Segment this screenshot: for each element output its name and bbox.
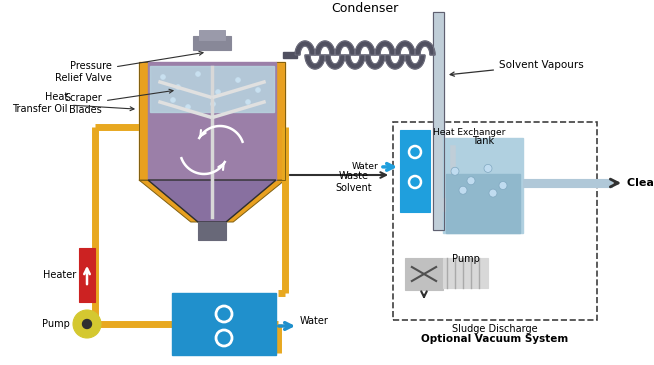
Polygon shape	[139, 180, 198, 222]
Polygon shape	[335, 41, 355, 55]
Polygon shape	[226, 180, 285, 222]
Bar	[148, 62, 276, 180]
Circle shape	[73, 310, 101, 338]
Circle shape	[82, 319, 92, 328]
Polygon shape	[315, 41, 335, 55]
Bar	[193, 36, 231, 50]
Polygon shape	[405, 55, 425, 69]
Polygon shape	[395, 41, 415, 55]
Text: Solvent Vapours: Solvent Vapours	[450, 60, 584, 76]
Bar	[433, 12, 444, 230]
Circle shape	[451, 167, 459, 175]
Bar	[276, 62, 285, 180]
Polygon shape	[365, 55, 385, 69]
Circle shape	[216, 89, 220, 95]
Circle shape	[196, 72, 201, 77]
Bar	[393, 122, 597, 320]
Bar	[139, 62, 148, 180]
Bar	[400, 130, 430, 212]
Bar	[443, 258, 488, 288]
Polygon shape	[295, 41, 315, 55]
Text: Heater: Heater	[43, 270, 76, 280]
Circle shape	[499, 181, 507, 189]
Circle shape	[235, 77, 241, 82]
Text: Condenser: Condenser	[332, 1, 399, 15]
Circle shape	[171, 97, 175, 103]
Text: Clean Solvent: Clean Solvent	[627, 178, 654, 188]
Text: Scraper
Blades: Scraper Blades	[64, 89, 173, 115]
Text: Heat Exchanger: Heat Exchanger	[433, 128, 506, 137]
Circle shape	[245, 100, 250, 104]
Circle shape	[484, 164, 492, 172]
Circle shape	[467, 177, 475, 185]
Bar	[172, 293, 276, 355]
Circle shape	[256, 88, 260, 92]
Text: Optional Vacuum System: Optional Vacuum System	[421, 334, 568, 344]
Text: Pressure
Relief Valve: Pressure Relief Valve	[55, 51, 203, 83]
Circle shape	[186, 104, 190, 109]
Text: Waste
Solvent: Waste Solvent	[336, 171, 372, 193]
Text: Water: Water	[300, 316, 329, 326]
Text: Sludge Discharge: Sludge Discharge	[452, 324, 538, 334]
Bar	[199, 30, 225, 40]
Polygon shape	[375, 41, 395, 55]
Polygon shape	[305, 55, 325, 69]
Bar	[139, 62, 148, 180]
Bar	[79, 248, 95, 302]
Circle shape	[160, 74, 165, 80]
Circle shape	[459, 186, 467, 194]
Bar	[150, 66, 274, 112]
Bar	[405, 258, 443, 290]
Bar	[276, 62, 285, 180]
Text: Tank: Tank	[472, 136, 494, 146]
Circle shape	[175, 85, 181, 89]
Text: Water: Water	[351, 162, 378, 172]
Text: Pump: Pump	[451, 254, 479, 264]
Circle shape	[489, 189, 497, 197]
Polygon shape	[415, 41, 435, 55]
Polygon shape	[325, 55, 345, 69]
Text: Heat
Transfer Oil: Heat Transfer Oil	[12, 92, 134, 114]
Circle shape	[211, 101, 216, 107]
Bar	[433, 12, 444, 230]
Polygon shape	[385, 55, 405, 69]
Bar	[198, 222, 226, 240]
Bar	[523, 179, 612, 187]
Bar	[283, 52, 297, 58]
Polygon shape	[148, 180, 276, 222]
Polygon shape	[355, 41, 375, 55]
Polygon shape	[345, 55, 365, 69]
Bar	[443, 138, 523, 233]
Bar	[446, 174, 520, 233]
Text: Pump: Pump	[42, 319, 70, 329]
